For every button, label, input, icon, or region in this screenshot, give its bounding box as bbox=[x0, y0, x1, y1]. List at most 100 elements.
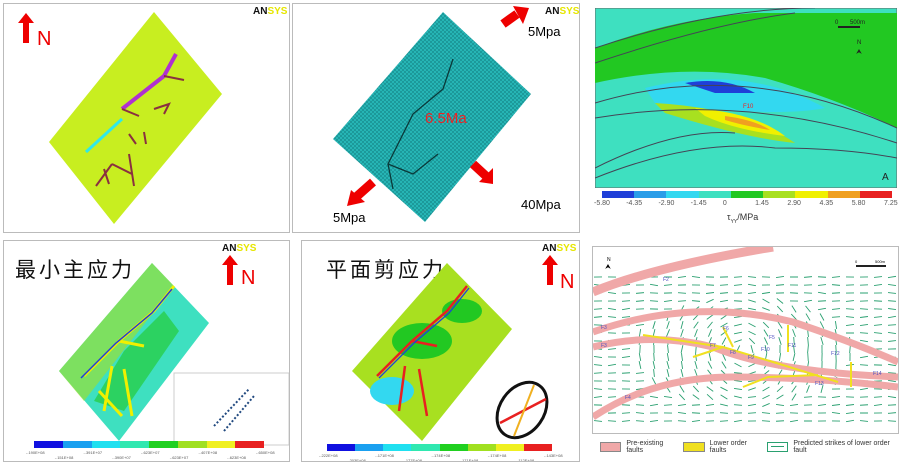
predicted-strike-mark bbox=[708, 353, 712, 361]
predicted-strike-mark bbox=[762, 386, 770, 392]
predicted-strike-mark bbox=[831, 284, 841, 286]
color-scale-segment bbox=[62, 441, 92, 448]
color-scale-tick: -.174E+08 bbox=[431, 453, 451, 458]
ansys-logo: ANSYS bbox=[542, 243, 577, 254]
predicted-strike-mark bbox=[638, 352, 642, 362]
predicted-strike-mark bbox=[678, 393, 686, 401]
predicted-strike-mark bbox=[748, 322, 756, 328]
predicted-strike-mark bbox=[748, 330, 756, 336]
predicted-strike-mark bbox=[651, 377, 657, 385]
predicted-strike-mark bbox=[593, 316, 603, 318]
color-scale-segment bbox=[859, 191, 892, 198]
predicted-strike-mark bbox=[763, 337, 769, 345]
predicted-strike-mark bbox=[793, 336, 795, 346]
predicted-strike-mark bbox=[666, 352, 670, 362]
predicted-strike-mark bbox=[747, 403, 757, 407]
predicted-strike-mark bbox=[649, 300, 659, 302]
color-scale-tick: -.171E+08 bbox=[375, 453, 394, 458]
color-scale-tick: 5.80 bbox=[851, 200, 866, 207]
predicted-strike-mark bbox=[666, 369, 670, 377]
predicted-strike-mark bbox=[706, 298, 714, 304]
predicted-strike-mark bbox=[887, 395, 897, 399]
north-label: N bbox=[241, 267, 256, 289]
predicted-strike-mark bbox=[859, 316, 869, 318]
predicted-strike-mark bbox=[705, 292, 715, 294]
color-scale-tick: 4.35 bbox=[819, 200, 834, 207]
predicted-strike-mark bbox=[887, 275, 897, 279]
predicted-strike-mark bbox=[835, 344, 837, 354]
age-label: 6.5Ma bbox=[425, 110, 467, 127]
svg-text:500m: 500m bbox=[875, 259, 886, 264]
color-scale-segment bbox=[206, 441, 236, 448]
predicted-strike-mark bbox=[663, 404, 673, 406]
predicted-strike-mark bbox=[652, 360, 656, 370]
color-scale-bar bbox=[602, 191, 892, 198]
color-scale-segment bbox=[827, 191, 860, 198]
predicted-strike-mark bbox=[677, 275, 687, 279]
predicted-strike-mark bbox=[708, 329, 712, 337]
predicted-strike-mark bbox=[720, 322, 728, 328]
north-label: N bbox=[560, 271, 575, 293]
predicted-strike-mark bbox=[791, 385, 797, 393]
predicted-strike-mark bbox=[607, 316, 617, 318]
predicted-strike-mark bbox=[887, 372, 897, 374]
predicted-strike-mark bbox=[873, 324, 883, 326]
color-scale-segment bbox=[91, 441, 121, 448]
predicted-strike-mark bbox=[667, 344, 669, 354]
predicted-strike-mark bbox=[719, 292, 729, 294]
color-scale-segment bbox=[795, 191, 828, 198]
predicted-strike-mark bbox=[849, 344, 851, 354]
color-scale-segment bbox=[467, 444, 496, 451]
predicted-strike-mark bbox=[649, 283, 659, 287]
predicted-strike-mark bbox=[593, 372, 603, 374]
predicted-strike-mark bbox=[819, 321, 825, 329]
predicted-strike-mark bbox=[831, 395, 841, 399]
predicted-strike-mark bbox=[635, 324, 645, 326]
legend-item-preexisting: Pre-existing faults bbox=[600, 440, 675, 454]
panel-letter: A bbox=[882, 172, 889, 183]
predicted-strike-mark bbox=[663, 396, 673, 398]
predicted-strike-mark bbox=[733, 284, 743, 286]
north-label: N bbox=[37, 28, 52, 50]
color-scale-segment bbox=[763, 191, 796, 198]
predicted-strike-mark bbox=[733, 404, 743, 406]
predicted-strike-mark bbox=[680, 329, 684, 337]
color-scale-tick: -.143E+08 bbox=[544, 453, 563, 458]
predicted-strike-mark bbox=[817, 291, 827, 295]
north-label: N bbox=[857, 40, 861, 46]
predicted-strike-mark bbox=[681, 352, 683, 362]
predicted-strike-mark bbox=[607, 307, 617, 311]
predicted-strike-mark bbox=[887, 315, 897, 319]
predicted-strike-mark bbox=[762, 321, 770, 329]
predicted-strike-mark bbox=[789, 403, 799, 407]
color-scale-tick: -.623E+07 bbox=[141, 450, 160, 455]
predicted-strike-mark bbox=[635, 372, 645, 374]
svg-text:F8: F8 bbox=[730, 350, 736, 356]
color-scale-tick: -.623E+07 bbox=[169, 455, 189, 460]
predicted-strike-mark bbox=[820, 337, 824, 345]
color-scale-segment bbox=[439, 444, 468, 451]
color-scale-tick: -.112E+08 bbox=[515, 458, 535, 462]
predicted-strike-mark bbox=[859, 323, 869, 327]
predicted-strike-mark bbox=[747, 276, 757, 278]
predicted-strike-mark bbox=[692, 385, 700, 393]
predicted-strike-mark bbox=[593, 395, 603, 399]
predicted-strike-mark bbox=[859, 339, 869, 343]
predicted-strike-mark bbox=[747, 307, 757, 311]
predicted-strike-mark bbox=[887, 363, 897, 367]
predicted-strike-mark bbox=[707, 321, 713, 329]
load-arrow-icon bbox=[352, 178, 376, 202]
color-scale-bar bbox=[34, 441, 264, 448]
predicted-strike-mark bbox=[762, 307, 770, 311]
predicted-strike-mark bbox=[621, 355, 631, 359]
predicted-strike-mark bbox=[806, 385, 810, 393]
predicted-strike-mark bbox=[887, 292, 897, 294]
color-scale-tick: -.174E+08 bbox=[487, 453, 507, 458]
ansys-logo: ANSYS bbox=[545, 6, 580, 17]
predicted-strike-mark bbox=[817, 307, 827, 311]
color-scale-segment bbox=[523, 444, 552, 451]
svg-text:F12: F12 bbox=[831, 351, 840, 357]
predicted-strike-mark bbox=[621, 420, 631, 422]
predicted-strike-mark bbox=[649, 403, 659, 407]
svg-text:0: 0 bbox=[855, 259, 858, 264]
